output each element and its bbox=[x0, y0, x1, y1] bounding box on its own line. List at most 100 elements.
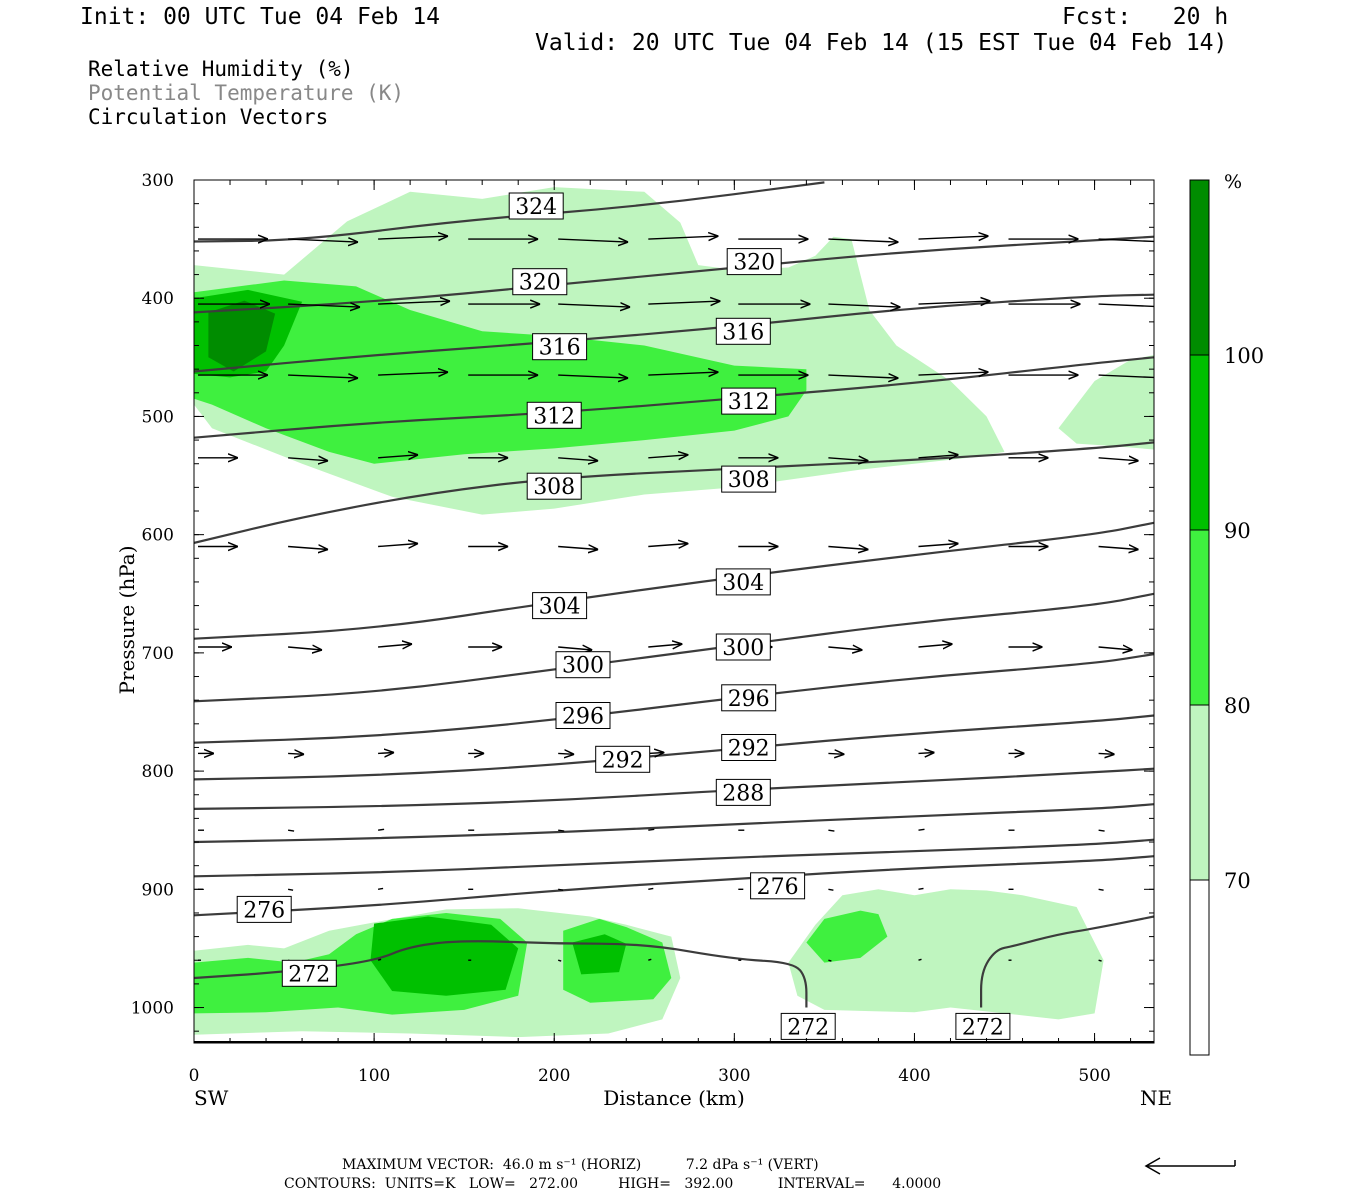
contour-label: 272 bbox=[787, 1015, 829, 1040]
contour-label: 296 bbox=[562, 705, 604, 730]
circulation-vector bbox=[378, 236, 448, 239]
contour-label-box bbox=[508, 192, 564, 220]
contour-label: 272 bbox=[962, 1015, 1004, 1040]
colorbar-segment bbox=[1189, 529, 1210, 706]
colorbar-segment bbox=[1189, 704, 1210, 881]
circulation-vector bbox=[648, 958, 652, 961]
x-axis-label: Distance (km) bbox=[603, 1086, 745, 1110]
circulation-vector bbox=[648, 887, 654, 890]
circulation-vector bbox=[918, 958, 922, 961]
theta-contour-276-12 bbox=[194, 855, 1154, 917]
contour-label-box bbox=[721, 465, 777, 493]
contour-label-box bbox=[526, 472, 582, 500]
circulation-vector bbox=[377, 828, 385, 831]
theta-contour-312-3 bbox=[194, 356, 1154, 439]
contour-label: 320 bbox=[733, 251, 775, 276]
contour-label: 276 bbox=[757, 875, 799, 900]
contour-label-box bbox=[526, 401, 582, 429]
contour-label-box bbox=[721, 684, 777, 712]
contour-label: 272 bbox=[288, 962, 330, 987]
contour-label: 292 bbox=[602, 748, 644, 773]
circulation-vector bbox=[918, 828, 925, 831]
circulation-vector bbox=[918, 753, 935, 754]
circulation-vector bbox=[1098, 959, 1102, 962]
rh-region-90-9 bbox=[370, 916, 519, 996]
circulation-vector bbox=[287, 829, 295, 832]
circulation-vector bbox=[558, 547, 598, 550]
circulation-vector bbox=[378, 753, 394, 754]
x-tick-label: 200 bbox=[538, 1066, 570, 1086]
contour-label-box bbox=[715, 778, 771, 806]
circulation-vector bbox=[648, 544, 688, 547]
circulation-vector bbox=[288, 753, 304, 754]
rh-region-70-1 bbox=[1058, 355, 1154, 450]
circulation-vector bbox=[558, 458, 598, 461]
ne-label: NE bbox=[1140, 1086, 1172, 1110]
circulation-vector bbox=[377, 887, 384, 890]
circulation-vector bbox=[378, 455, 418, 458]
max-vector-info: MAXIMUM VECTOR: 46.0 m s⁻¹ (HORIZ) 7.2 d… bbox=[342, 1157, 819, 1173]
circulation-vector bbox=[378, 544, 418, 547]
circulation-vector bbox=[378, 372, 448, 375]
field-theta: Potential Temperature (K) bbox=[88, 81, 405, 105]
colorbar-level: 90 bbox=[1224, 519, 1251, 543]
contour-label-box bbox=[555, 651, 611, 679]
contour-label-box bbox=[721, 734, 777, 761]
circulation-vector bbox=[558, 753, 574, 754]
contour-label: 304 bbox=[722, 571, 764, 596]
circulation-vector bbox=[828, 458, 868, 461]
circulation-vector bbox=[1098, 829, 1105, 832]
circulation-vector bbox=[828, 239, 898, 242]
circulation-vector bbox=[557, 959, 562, 962]
y-tick-label: 300 bbox=[142, 171, 174, 191]
circulation-vector bbox=[1098, 647, 1133, 650]
theta-contour-272-14 bbox=[979, 915, 1154, 1008]
contour-label-box bbox=[595, 745, 651, 773]
circulation-vector bbox=[648, 301, 720, 304]
colorbar-segment bbox=[1189, 354, 1210, 531]
x-tick-label: 500 bbox=[1078, 1066, 1110, 1086]
colorbar-level: 70 bbox=[1224, 869, 1251, 893]
theta-contour-292-8 bbox=[194, 714, 1154, 781]
contour-label: 304 bbox=[539, 595, 581, 620]
contour-label-box bbox=[726, 248, 782, 276]
sw-label: SW bbox=[194, 1086, 229, 1110]
colorbar-level: 100 bbox=[1224, 344, 1264, 368]
circulation-vector bbox=[378, 644, 412, 647]
circulation-vector bbox=[648, 236, 718, 239]
y-tick-label: 500 bbox=[142, 407, 174, 427]
y-tick-label: 700 bbox=[142, 644, 174, 664]
circulation-vector bbox=[288, 647, 322, 650]
circulation-vector bbox=[828, 888, 834, 891]
field-rh: Relative Humidity (%) bbox=[88, 57, 354, 81]
circulation-vector bbox=[918, 644, 953, 647]
circulation-vector bbox=[1098, 303, 1154, 308]
circulation-vector bbox=[1098, 458, 1139, 461]
theta-contour-324-0 bbox=[194, 181, 825, 243]
x-tick-label: 0 bbox=[189, 1066, 200, 1086]
rh-region-80-7 bbox=[806, 910, 888, 963]
contour-label: 312 bbox=[533, 404, 575, 429]
circulation-vector bbox=[648, 372, 718, 375]
circulation-vector bbox=[288, 304, 360, 307]
theta-contour-308-4 bbox=[194, 441, 1154, 544]
circulation-vector bbox=[918, 455, 959, 458]
colorbar-level: 80 bbox=[1224, 694, 1251, 718]
circulation-vector bbox=[918, 887, 924, 890]
circulation-vector bbox=[558, 888, 564, 891]
contour-label-box bbox=[955, 1012, 1011, 1040]
circulation-vector bbox=[1098, 238, 1154, 243]
contour-label-box bbox=[281, 959, 337, 987]
contour-label-box bbox=[715, 633, 771, 661]
circulation-vector bbox=[377, 958, 382, 961]
circulation-vector bbox=[558, 647, 592, 650]
circulation-vector bbox=[828, 547, 868, 550]
theta-contour-304-5 bbox=[194, 521, 1154, 640]
theta-contour-300-6 bbox=[194, 592, 1154, 703]
colorbar-segment bbox=[1189, 179, 1210, 356]
circulation-vector bbox=[288, 458, 328, 461]
y-axis-label: Pressure (hPa) bbox=[115, 546, 139, 695]
circulation-vector bbox=[918, 236, 989, 239]
contour-label: 324 bbox=[515, 195, 557, 220]
contour-label: 320 bbox=[519, 271, 561, 296]
